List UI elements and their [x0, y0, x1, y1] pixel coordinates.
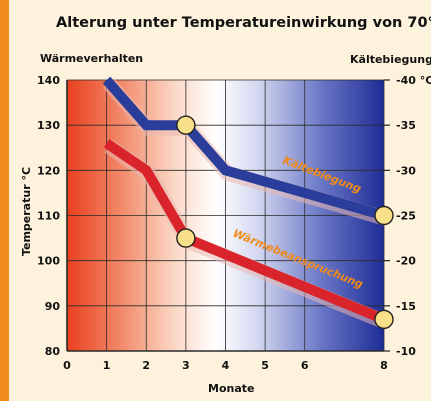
y-tick-label: 80: [45, 345, 61, 358]
y2-tick-label: -10: [396, 345, 416, 358]
left-axis-header: Wärmeverhalten: [40, 52, 144, 65]
series: [102, 76, 394, 330]
x-tick-label: 0: [63, 359, 71, 372]
y-tick-label: 130: [37, 119, 60, 132]
data-point-marker-waermebeanspruchung: [374, 309, 394, 330]
y-tick-label: 120: [37, 164, 60, 177]
x-tick-label: 2: [142, 359, 150, 372]
y2-tick-label: -20: [396, 255, 416, 268]
data-point-marker-kaeltebiegung: [176, 115, 196, 135]
y-ticks: 80 90 100 110 120 130 140: [37, 74, 60, 358]
y-tick-label: 90: [45, 300, 61, 313]
x-tick-label: 5: [261, 359, 269, 372]
y-tick-label: 100: [37, 255, 60, 268]
x-ticks: 0 1 2 3 4 5 6 8: [63, 359, 388, 372]
chart-title: Alterung unter Temperatureinwirkung von …: [56, 15, 431, 31]
y-tick-label: 110: [37, 210, 60, 223]
y2-tick-label: -35: [396, 119, 416, 132]
data-point-marker-waermebeanspruchung: [176, 228, 196, 248]
y-tick-label: 140: [37, 74, 60, 87]
x-axis-label: Monate: [208, 382, 255, 395]
x-tick-label: 4: [222, 359, 230, 372]
y2-tick-label: -25: [396, 210, 416, 223]
x-tick-label: 3: [182, 359, 190, 372]
data-point-marker-kaeltebiegung: [374, 205, 394, 226]
y2-tick-label: -40 °C: [396, 74, 431, 87]
y2-tick-label: -30: [396, 164, 416, 177]
x-tick-label: 1: [103, 359, 111, 372]
series-line-waermebeanspruchung: [103, 139, 386, 325]
y2-tick-label: -15: [396, 300, 416, 313]
x-tick-label: 6: [301, 359, 309, 372]
right-axis-header: Kältebiegung: [350, 53, 431, 66]
x-tick-label: 8: [380, 359, 388, 372]
